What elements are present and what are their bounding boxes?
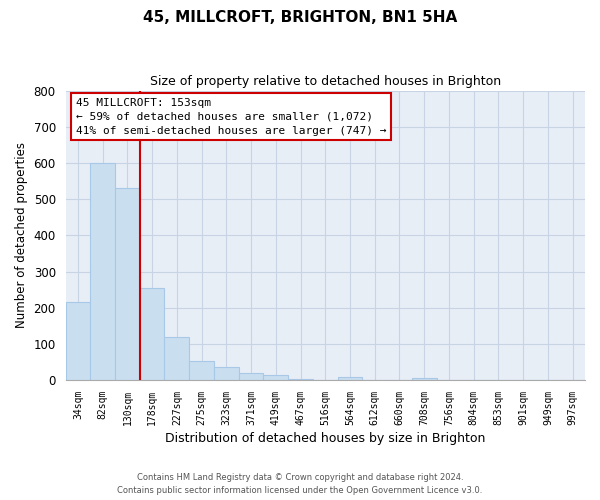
Bar — [140, 288, 164, 380]
Text: 45 MILLCROFT: 153sqm
← 59% of detached houses are smaller (1,072)
41% of semi-de: 45 MILLCROFT: 153sqm ← 59% of detached h… — [76, 98, 386, 136]
Bar — [338, 377, 362, 380]
Text: Contains HM Land Registry data © Crown copyright and database right 2024.
Contai: Contains HM Land Registry data © Crown c… — [118, 474, 482, 495]
Bar — [90, 163, 115, 380]
Bar — [115, 188, 140, 380]
Bar — [412, 378, 437, 380]
Title: Size of property relative to detached houses in Brighton: Size of property relative to detached ho… — [150, 75, 501, 88]
Y-axis label: Number of detached properties: Number of detached properties — [15, 142, 28, 328]
Bar — [239, 373, 263, 380]
Bar — [164, 338, 189, 380]
Text: 45, MILLCROFT, BRIGHTON, BN1 5HA: 45, MILLCROFT, BRIGHTON, BN1 5HA — [143, 10, 457, 25]
Bar — [263, 376, 288, 380]
Bar — [65, 302, 90, 380]
Bar — [214, 368, 239, 380]
Bar — [189, 362, 214, 380]
X-axis label: Distribution of detached houses by size in Brighton: Distribution of detached houses by size … — [165, 432, 485, 445]
